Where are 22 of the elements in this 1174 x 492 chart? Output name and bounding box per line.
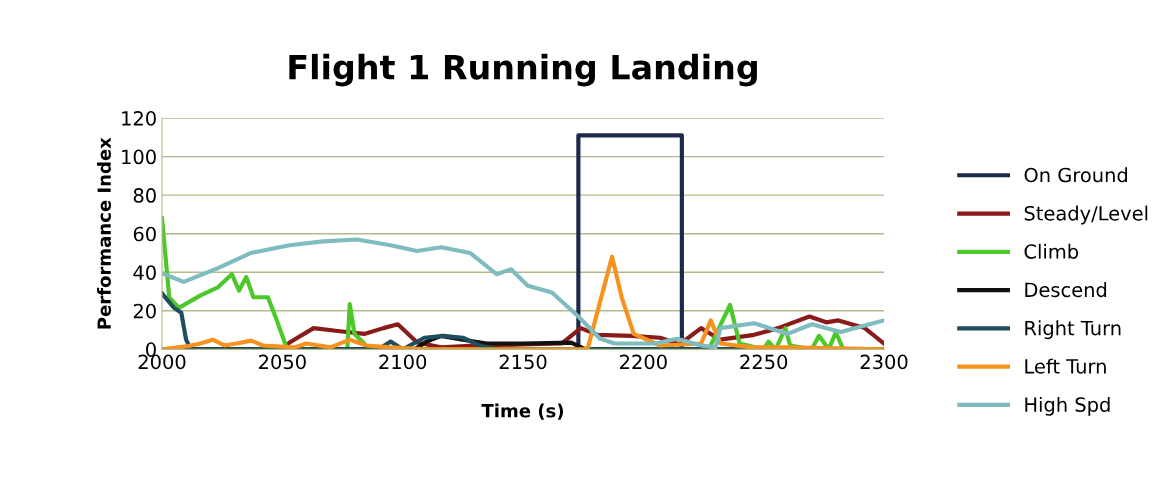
y-tick-label: 120	[122, 111, 156, 126]
legend-label: Steady/Level	[1024, 205, 1148, 225]
y-tick-label: 20	[133, 303, 156, 319]
x-axis-title: Time (s)	[481, 403, 564, 420]
x-tick-label: 2100	[379, 354, 427, 370]
legend-label: Climb	[1024, 243, 1079, 259]
y-tick-label: 40	[133, 265, 156, 280]
chart-title: Flight 1 Running Landing	[289, 53, 757, 87]
legend-label: High Spd	[1025, 396, 1110, 416]
legend-label: Left Turn	[1025, 358, 1106, 374]
y-tick-label: 60	[133, 226, 156, 242]
x-tick-label: 2300	[860, 354, 908, 370]
x-tick-label: 2200	[620, 354, 667, 370]
legend-label: Right Turn	[1025, 320, 1121, 340]
y-tick-label: 100	[122, 149, 156, 165]
legend-label: On Ground	[1024, 167, 1127, 183]
legend-label: Descend	[1025, 282, 1107, 298]
x-tick-label: 2150	[499, 354, 547, 370]
y-tick-label: 80	[133, 188, 156, 203]
y-axis-title: Performance Index	[97, 137, 111, 329]
x-tick-label: 2250	[740, 354, 788, 370]
x-tick-label: 2050	[259, 354, 306, 370]
